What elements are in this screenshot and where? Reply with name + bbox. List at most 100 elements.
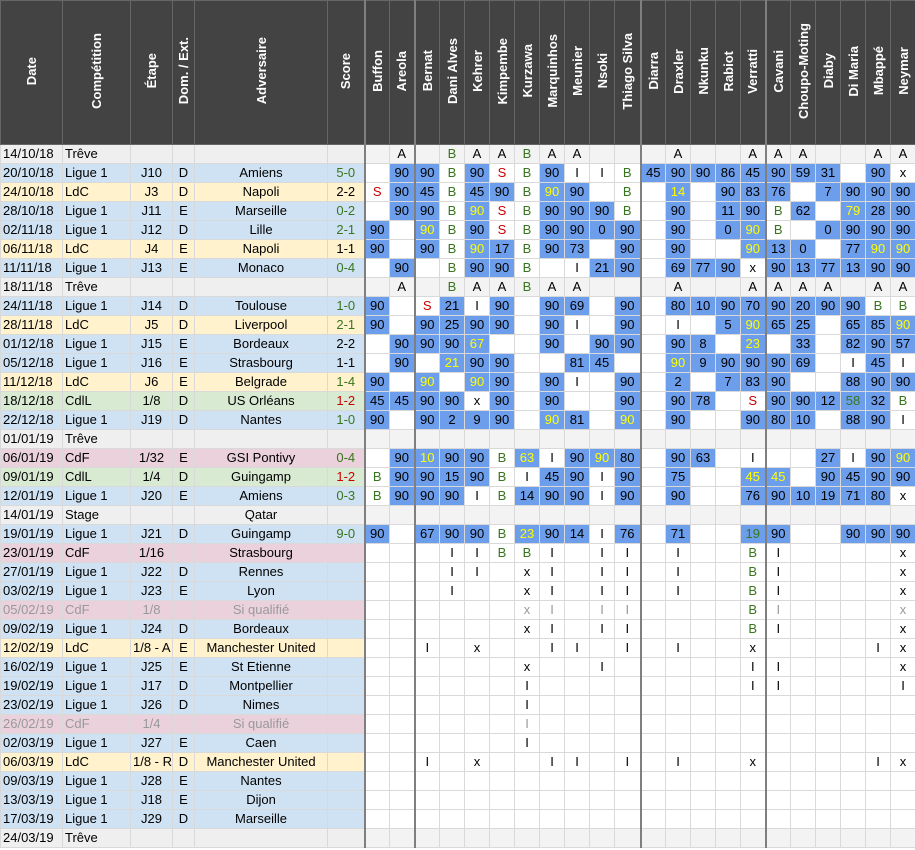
player-cell: B — [364, 467, 390, 487]
player-cell: 90 — [815, 467, 841, 487]
player-cell — [564, 695, 590, 715]
player-cell: B — [439, 201, 465, 221]
player-cell — [589, 733, 615, 753]
player-cell — [614, 277, 642, 297]
column-header-text: Rabiot — [720, 50, 736, 92]
player-cell: x — [890, 543, 915, 563]
player-cell — [815, 562, 841, 582]
player-cell — [640, 220, 666, 240]
player-cell: 90 — [389, 467, 416, 487]
player-cell — [539, 809, 565, 829]
player-cell: 45 — [840, 467, 866, 487]
player-cell: I — [464, 543, 490, 563]
match-cell: Monaco — [194, 258, 328, 278]
player-cell: 90 — [414, 220, 440, 240]
match-cell: 01/12/18 — [0, 334, 63, 354]
player-cell — [715, 695, 741, 715]
player-cell: S — [489, 201, 515, 221]
player-cell — [589, 790, 615, 810]
player-cell — [439, 619, 465, 639]
match-cell — [130, 429, 173, 449]
match-cell: 18/12/18 — [0, 391, 63, 411]
player-cell: x — [890, 562, 915, 582]
match-cell: 1/16 — [130, 543, 173, 563]
column-header: Buffon — [364, 0, 390, 145]
player-cell — [790, 752, 816, 772]
match-cell: J22 — [130, 562, 173, 582]
player-cell: 7 — [715, 372, 741, 392]
player-cell — [790, 429, 816, 449]
column-header: Kehrer — [464, 0, 490, 145]
player-cell: 90 — [865, 258, 891, 278]
player-cell: 13 — [840, 258, 866, 278]
player-cell — [414, 695, 440, 715]
player-cell: 90 — [564, 486, 590, 506]
player-cell — [589, 239, 615, 259]
player-cell: 90 — [439, 334, 465, 354]
player-cell: 90 — [464, 239, 490, 259]
player-cell — [364, 144, 390, 164]
player-cell: B — [514, 258, 540, 278]
player-cell: x — [890, 486, 915, 506]
player-cell — [690, 619, 716, 639]
player-cell — [364, 828, 390, 848]
player-cell: 90 — [665, 334, 691, 354]
player-cell: B — [489, 486, 515, 506]
player-cell: B — [514, 182, 540, 202]
match-cell: J4 — [130, 239, 173, 259]
player-cell: I — [439, 581, 465, 601]
player-cell: 90 — [765, 296, 791, 316]
match-cell: Si qualifié — [194, 714, 328, 734]
player-cell — [715, 809, 741, 829]
player-cell: S — [489, 220, 515, 240]
player-cell — [690, 676, 716, 696]
player-cell: 90 — [414, 334, 440, 354]
player-cell: 79 — [840, 201, 866, 221]
player-cell: 0 — [790, 239, 816, 259]
match-cell: D — [172, 619, 195, 639]
column-header: Cavani — [765, 0, 791, 145]
player-cell: B — [514, 543, 540, 563]
player-cell — [489, 505, 515, 525]
player-cell — [715, 790, 741, 810]
player-cell — [489, 334, 515, 354]
player-cell — [439, 676, 465, 696]
match-cell: D — [172, 296, 195, 316]
player-cell — [389, 809, 416, 829]
player-cell — [564, 600, 590, 620]
player-cell — [790, 809, 816, 829]
player-cell: 90 — [740, 315, 767, 335]
player-cell: B — [740, 619, 767, 639]
match-cell: 23/01/19 — [0, 543, 63, 563]
match-cell: 16/02/19 — [0, 657, 63, 677]
player-cell: A — [564, 277, 590, 297]
player-cell — [815, 524, 841, 544]
player-cell — [464, 581, 490, 601]
player-cell — [514, 771, 540, 791]
match-cell: 01/01/19 — [0, 429, 63, 449]
column-header: Compétition — [62, 0, 131, 145]
player-cell: A — [389, 277, 416, 297]
player-cell: 10 — [790, 410, 816, 430]
player-cell — [464, 429, 490, 449]
player-cell: 90 — [589, 334, 615, 354]
player-cell: I — [614, 581, 642, 601]
match-cell: J28 — [130, 771, 173, 791]
player-cell — [715, 334, 741, 354]
player-cell — [539, 505, 565, 525]
player-cell — [765, 828, 791, 848]
match-cell: 11/12/18 — [0, 372, 63, 392]
match-cell: 1/32 — [130, 448, 173, 468]
match-cell: Ligue 1 — [62, 657, 131, 677]
match-cell — [172, 600, 195, 620]
match-cell: 24/11/18 — [0, 296, 63, 316]
player-cell: x — [514, 581, 540, 601]
player-cell — [389, 733, 416, 753]
player-cell: 21 — [439, 296, 465, 316]
player-cell: 90 — [564, 448, 590, 468]
player-cell — [364, 448, 390, 468]
player-cell: I — [514, 714, 540, 734]
column-header: Kurzawa — [514, 0, 540, 145]
